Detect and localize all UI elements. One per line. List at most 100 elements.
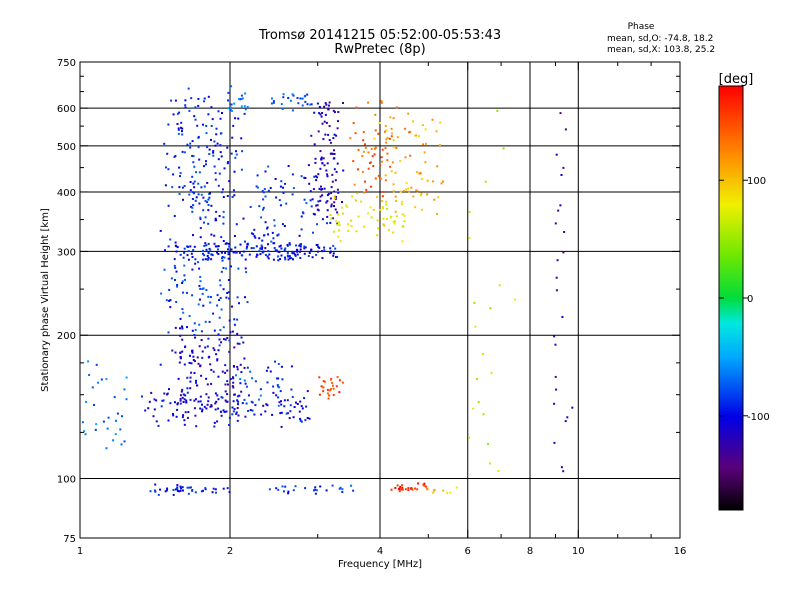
echo-point	[296, 250, 299, 253]
echo-point	[187, 411, 190, 413]
echo-point	[326, 162, 329, 165]
echo-point	[380, 100, 383, 102]
echo-point	[380, 101, 383, 104]
echo-point	[232, 189, 235, 192]
echo-point	[182, 414, 185, 417]
echo-point	[194, 398, 197, 401]
echo-point	[207, 198, 210, 201]
echo-point	[277, 363, 280, 365]
echo-point	[277, 250, 280, 253]
echo-point	[183, 398, 186, 401]
echo-point	[261, 190, 264, 192]
echo-point	[217, 110, 220, 113]
echo-point	[399, 160, 402, 163]
echo-point	[163, 392, 166, 395]
echo-point	[411, 488, 414, 491]
x-tick-label: 2	[227, 546, 233, 557]
echo-point	[168, 388, 170, 391]
echo-point	[218, 299, 221, 301]
echo-point	[308, 252, 311, 254]
echo-point	[303, 176, 306, 179]
echo-point	[212, 370, 215, 373]
echo-point	[219, 117, 222, 120]
echo-point	[233, 323, 236, 326]
echo-point	[228, 339, 231, 342]
echo-point	[183, 274, 186, 277]
echo-point	[249, 370, 252, 373]
echo-point	[301, 97, 304, 100]
echo-point	[265, 403, 268, 406]
echo-point	[174, 326, 177, 329]
echo-point	[298, 410, 301, 413]
echo-point	[181, 416, 184, 419]
echo-point	[235, 223, 238, 226]
echo-point	[326, 392, 329, 395]
echo-point	[176, 486, 179, 489]
echo-point	[164, 490, 167, 493]
echo-point	[213, 421, 216, 424]
echo-point	[200, 339, 203, 341]
echo-point	[178, 490, 181, 493]
echo-point	[204, 320, 207, 323]
echo-point	[233, 102, 236, 105]
echo-point	[330, 186, 333, 189]
echo-point	[275, 377, 278, 380]
echo-point	[214, 172, 217, 175]
echo-point	[304, 246, 307, 249]
echo-point	[326, 175, 329, 178]
echo-point	[292, 258, 294, 261]
echo-point	[199, 395, 202, 398]
echo-point	[185, 291, 188, 294]
echo-point	[119, 428, 122, 431]
echo-point	[172, 414, 175, 417]
echo-point	[216, 304, 219, 307]
echo-point	[342, 212, 344, 215]
echo-point	[341, 488, 344, 491]
echo-point	[418, 172, 421, 175]
echo-point	[331, 217, 334, 220]
echo-point	[189, 398, 192, 401]
echo-point	[301, 104, 304, 107]
echo-point	[370, 216, 373, 219]
echo-point	[210, 404, 213, 407]
echo-point	[217, 349, 220, 352]
echo-point	[342, 169, 345, 172]
echo-point	[332, 254, 335, 257]
echo-point	[367, 212, 370, 215]
echo-point	[426, 488, 428, 490]
echo-point	[380, 177, 383, 180]
echo-point	[210, 368, 213, 371]
echo-point	[372, 165, 375, 167]
echo-point	[266, 255, 269, 258]
echo-point	[323, 187, 326, 190]
echo-point	[407, 489, 410, 492]
echo-point	[174, 351, 177, 354]
echo-point	[214, 178, 217, 181]
echo-point	[305, 202, 308, 205]
echo-point	[199, 287, 202, 290]
echo-point	[264, 410, 267, 413]
echo-point	[350, 225, 353, 227]
echo-point	[166, 393, 168, 396]
echo-point	[206, 181, 209, 184]
echo-point	[438, 144, 441, 146]
echo-point	[380, 200, 383, 203]
echo-point	[283, 399, 286, 402]
echo-point	[211, 254, 214, 257]
echo-point	[284, 485, 287, 488]
echo-point	[261, 239, 264, 242]
echo-point	[235, 374, 237, 377]
echo-point	[183, 251, 186, 254]
echo-point	[323, 105, 326, 108]
echo-point	[244, 267, 247, 270]
echo-point	[316, 176, 319, 179]
echo-point	[333, 230, 336, 233]
echo-point	[179, 355, 182, 358]
echo-point	[206, 258, 209, 261]
echo-point	[318, 112, 321, 115]
echo-point	[332, 393, 335, 396]
echo-point	[194, 336, 197, 339]
echo-point	[210, 138, 212, 141]
echo-point	[329, 251, 332, 254]
echo-point	[335, 220, 338, 223]
